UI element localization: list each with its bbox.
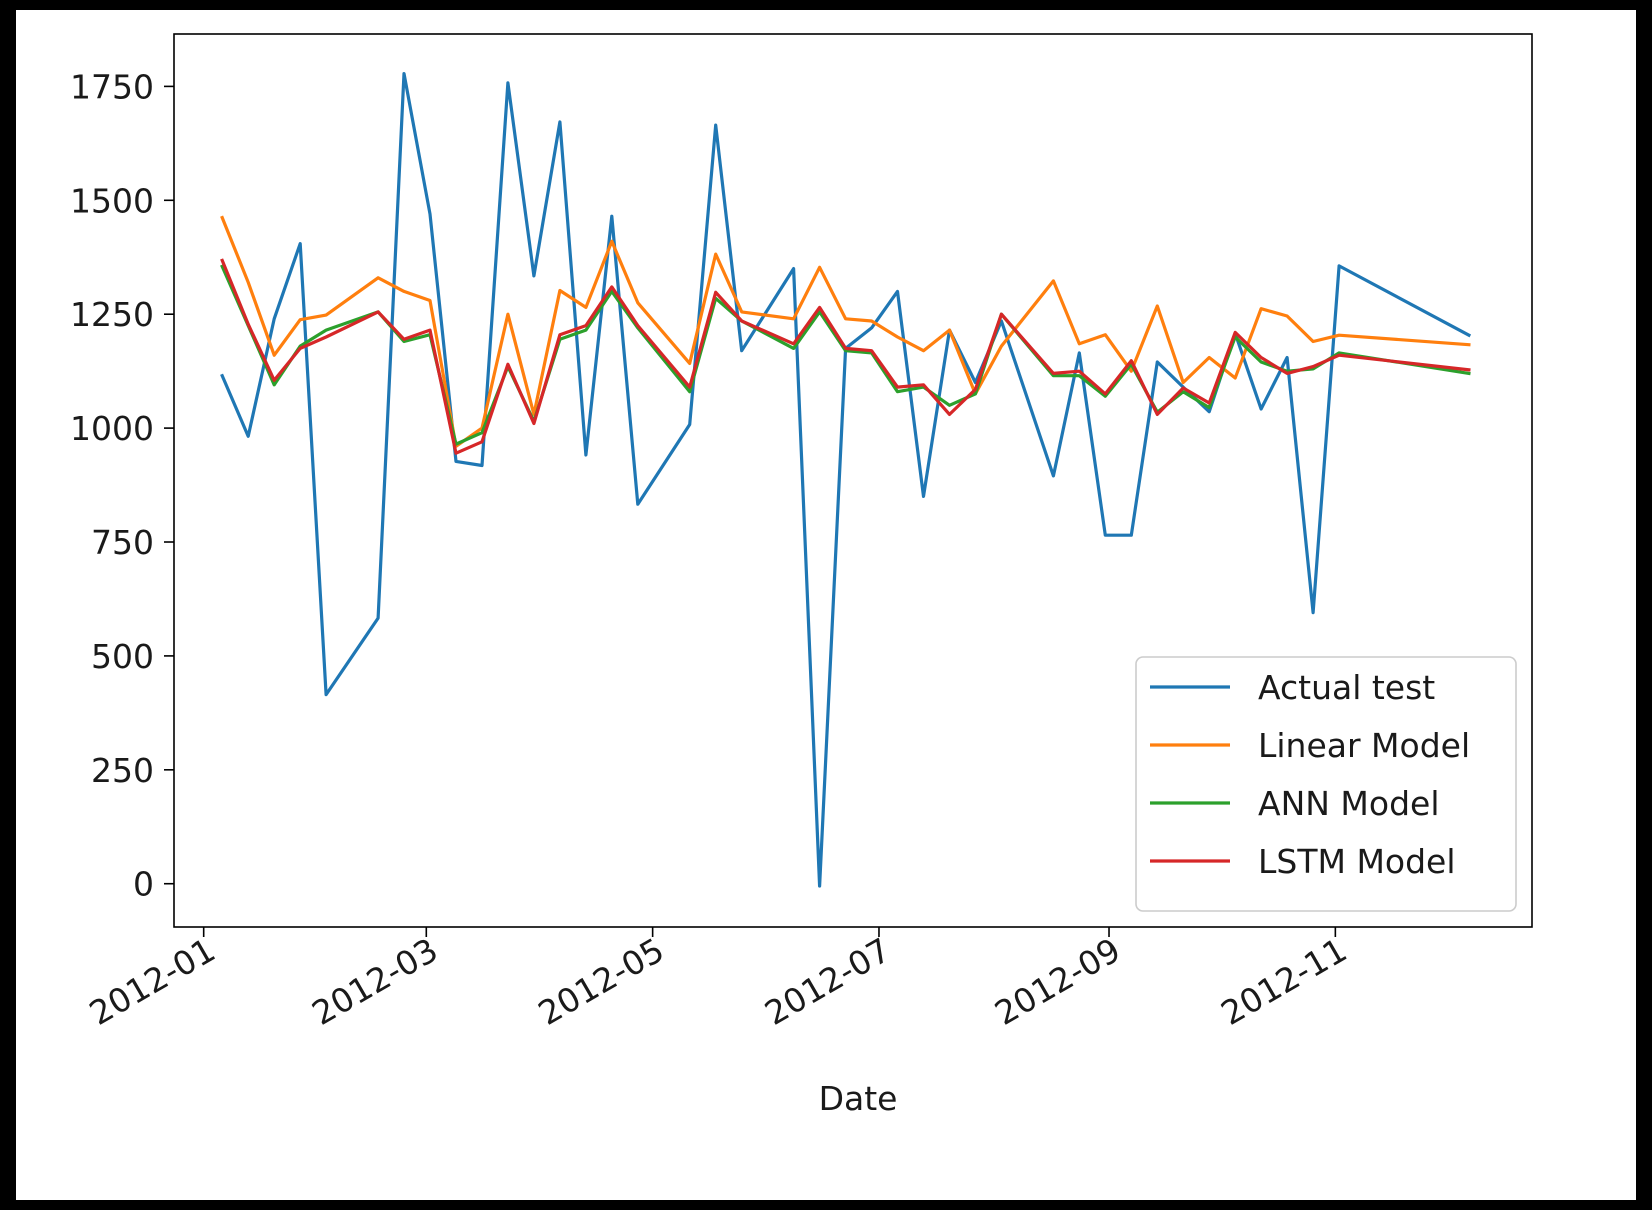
legend: Actual test Linear Model ANN Model LSTM Mod… bbox=[1135, 656, 1517, 912]
series-lines bbox=[220, 71, 1472, 888]
x-tick-label: 2012-11 bbox=[1214, 930, 1353, 1033]
series-line-lstm-model bbox=[220, 258, 1471, 455]
y-tick-label: 250 bbox=[91, 751, 154, 790]
series-line-linear-model bbox=[220, 215, 1471, 448]
y-tick-label: 500 bbox=[91, 637, 154, 676]
x-tick-label: 2012-01 bbox=[83, 930, 222, 1033]
x-tick-label: 2012-09 bbox=[988, 930, 1127, 1033]
legend-label-ann-model: ANN Model bbox=[1258, 784, 1440, 823]
y-tick-label: 1000 bbox=[70, 409, 154, 448]
chart-figure: 0 250 500 750 1000 1250 1500 1750 2012-01 2012-0… bbox=[16, 10, 1636, 1200]
y-tick-label: 750 bbox=[91, 523, 154, 562]
x-tick-label: 2012-07 bbox=[758, 930, 897, 1033]
legend-box bbox=[1135, 656, 1517, 912]
series-line-ann-model bbox=[220, 264, 1471, 446]
x-tick-label: 2012-05 bbox=[532, 930, 671, 1033]
y-axis: 0 250 500 750 1000 1250 1500 1750 bbox=[70, 67, 174, 904]
x-tick-label: 2012-03 bbox=[305, 930, 444, 1033]
legend-label-linear-model: Linear Model bbox=[1258, 726, 1470, 765]
y-tick-label: 0 bbox=[133, 865, 154, 904]
y-tick-label: 1750 bbox=[70, 67, 154, 106]
x-axis: 2012-01 2012-03 2012-05 2012-07 2012-09 2012-… bbox=[83, 927, 1353, 1033]
legend-label-lstm-model: LSTM Model bbox=[1258, 842, 1456, 881]
y-tick-label: 1250 bbox=[70, 295, 154, 334]
plot-area-frame bbox=[173, 33, 1533, 928]
x-axis-label: Date bbox=[819, 1079, 898, 1118]
y-tick-label: 1500 bbox=[70, 181, 154, 220]
legend-label-actual-test: Actual test bbox=[1258, 668, 1435, 707]
